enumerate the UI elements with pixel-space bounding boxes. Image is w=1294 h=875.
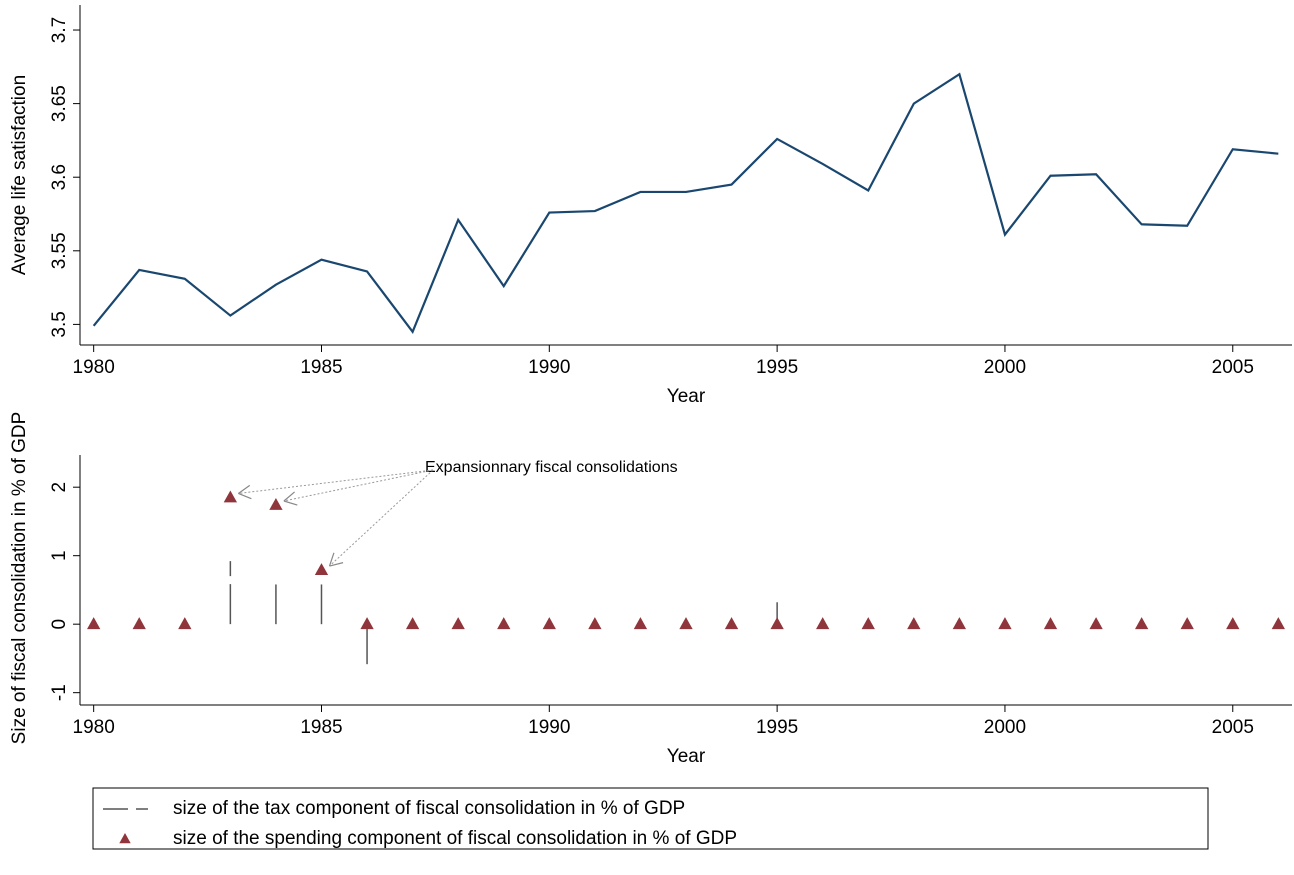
spending-marker bbox=[1226, 617, 1240, 630]
y-tick-label: 2 bbox=[49, 482, 70, 493]
y-tick-label: 3.5 bbox=[49, 311, 70, 337]
annotation: Expansionnary fiscal consolidations bbox=[425, 459, 678, 476]
spending-marker bbox=[451, 617, 465, 630]
line bbox=[92, 72, 1279, 334]
x-tick-label: 1980 bbox=[73, 717, 115, 738]
spending-marker bbox=[178, 617, 192, 630]
x-tick-label: 2005 bbox=[1212, 717, 1254, 738]
y-tick-label: -1 bbox=[49, 684, 70, 701]
spending-marker bbox=[542, 617, 556, 630]
y-axis-label: Average life satisfaction bbox=[9, 75, 30, 275]
spending-marker bbox=[360, 617, 374, 630]
spending-marker bbox=[1271, 617, 1285, 630]
annotation-arrow bbox=[329, 469, 434, 567]
x-tick-label: 2005 bbox=[1212, 357, 1254, 378]
x-tick-label: 2000 bbox=[984, 717, 1026, 738]
spending-marker bbox=[770, 617, 784, 630]
arrow-head bbox=[328, 552, 335, 567]
legend-swatch bbox=[119, 833, 131, 844]
y-tick-label: 3.55 bbox=[49, 232, 70, 269]
spending-marker bbox=[223, 490, 238, 503]
arrow-head bbox=[238, 484, 251, 494]
y-tick-label: 3.7 bbox=[49, 17, 70, 43]
arrow-head bbox=[283, 500, 298, 506]
x-tick-label: 2000 bbox=[984, 357, 1026, 378]
x-tick-label: 1990 bbox=[528, 357, 570, 378]
spending-marker bbox=[132, 617, 146, 630]
spending-marker bbox=[1134, 617, 1149, 630]
spending-marker bbox=[497, 617, 511, 630]
spending-marker bbox=[816, 617, 830, 630]
arrow-head bbox=[283, 491, 295, 502]
x-axis-label: Year bbox=[667, 386, 706, 407]
spending-marker bbox=[588, 617, 602, 630]
x-axis-label: Year bbox=[667, 746, 706, 767]
spending-marker bbox=[405, 617, 420, 630]
spending-marker bbox=[1180, 617, 1194, 630]
spending-marker bbox=[1043, 617, 1058, 630]
arrow-head bbox=[329, 562, 344, 567]
spending-marker bbox=[87, 617, 101, 630]
x-tick-label: 1995 bbox=[756, 357, 798, 378]
y-tick-label: 1 bbox=[49, 550, 70, 561]
y-tick-label: 3.65 bbox=[49, 85, 70, 122]
x-tick-label: 1995 bbox=[756, 717, 798, 738]
legend-label: size of the tax component of fiscal cons… bbox=[173, 798, 685, 819]
y-tick-label: 0 bbox=[49, 619, 70, 630]
spending-marker bbox=[679, 617, 693, 630]
annotation-arrow bbox=[238, 469, 434, 494]
spending-marker bbox=[998, 617, 1012, 630]
x-tick-label: 1980 bbox=[73, 357, 115, 378]
spending-marker bbox=[952, 617, 967, 630]
legend-box bbox=[92, 787, 1209, 850]
spending-marker bbox=[314, 563, 329, 575]
annotation-arrow bbox=[283, 469, 434, 502]
spending-marker bbox=[269, 498, 283, 510]
y-tick-label: 3.6 bbox=[49, 164, 70, 190]
spending-marker bbox=[907, 617, 921, 630]
y-axis-label: Size of fiscal consolidation in % of GDP bbox=[9, 412, 30, 745]
x-tick-label: 1985 bbox=[300, 357, 342, 378]
spending-marker bbox=[724, 617, 739, 630]
spending-marker bbox=[861, 617, 875, 630]
legend-label: size of the spending component of fiscal… bbox=[173, 828, 737, 849]
arrow-head bbox=[238, 492, 252, 500]
spending-marker bbox=[633, 617, 648, 630]
x-tick-label: 1990 bbox=[528, 717, 570, 738]
x-tick-label: 1985 bbox=[300, 717, 342, 738]
spending-marker bbox=[1089, 617, 1103, 630]
